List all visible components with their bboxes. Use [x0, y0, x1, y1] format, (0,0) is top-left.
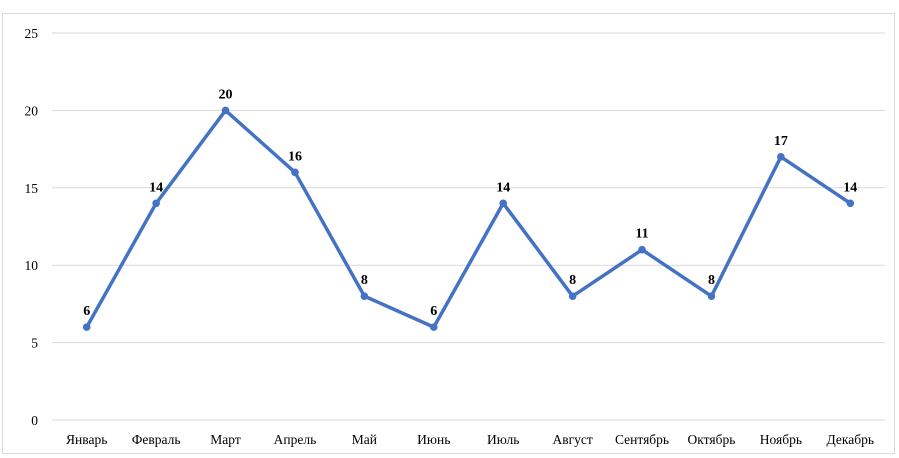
- x-tick-label: Август: [552, 432, 592, 447]
- x-tick-label: Май: [352, 432, 377, 447]
- y-tick-label: 10: [25, 258, 39, 273]
- data-label: 16: [288, 149, 302, 164]
- data-point: [291, 168, 299, 177]
- chart-frame: [2, 13, 895, 454]
- data-label: 6: [430, 304, 437, 319]
- x-tick-label: Июль: [487, 432, 519, 447]
- y-tick-label: 20: [25, 103, 39, 118]
- data-label: 6: [83, 304, 90, 319]
- data-label: 14: [843, 180, 857, 195]
- data-point: [82, 323, 91, 331]
- x-tick-label: Январь: [66, 432, 107, 447]
- x-tick-label: Ноябрь: [760, 432, 802, 447]
- x-tick-label: Октябрь: [688, 432, 736, 447]
- data-label: 17: [774, 134, 788, 149]
- data-label: 20: [219, 87, 233, 102]
- x-tick-label: Февраль: [132, 432, 181, 447]
- y-tick-label: 15: [25, 181, 39, 196]
- data-point: [707, 292, 716, 300]
- data-point: [152, 199, 160, 208]
- grid-layer: [52, 32, 885, 421]
- x-tick-label: Июнь: [417, 432, 450, 447]
- data-point: [499, 199, 508, 208]
- y-tick-label: 0: [31, 413, 38, 428]
- x-tick-label: Сентябрь: [615, 432, 669, 447]
- data-label: 11: [635, 227, 648, 242]
- x-axis-ticks: Январь Февраль Март Апрель Май Июнь Июль Август…: [66, 432, 874, 447]
- y-tick-label: 5: [31, 336, 38, 351]
- data-labels: 6 14 20 16 8 6 14 8 11 8 17 14: [83, 87, 857, 319]
- series-layer: [82, 106, 855, 331]
- data-label: 14: [496, 180, 510, 195]
- x-tick-label: Апрель: [274, 432, 317, 447]
- data-point: [429, 323, 438, 331]
- x-tick-label: Март: [210, 432, 241, 447]
- data-point: [221, 106, 230, 115]
- data-label: 14: [149, 180, 163, 195]
- series-line: [84, 108, 853, 329]
- y-tick-label: 25: [25, 26, 39, 41]
- data-label: 8: [361, 273, 368, 288]
- data-point: [360, 292, 369, 300]
- data-point: [638, 245, 646, 254]
- y-axis-ticks: 0 5 10 15 20 25: [25, 26, 39, 428]
- data-point: [777, 153, 785, 161]
- data-point: [846, 199, 855, 208]
- data-label: 8: [708, 273, 715, 288]
- x-tick-label: Декабрь: [827, 432, 875, 447]
- data-point: [568, 292, 577, 300]
- data-label: 8: [569, 273, 576, 288]
